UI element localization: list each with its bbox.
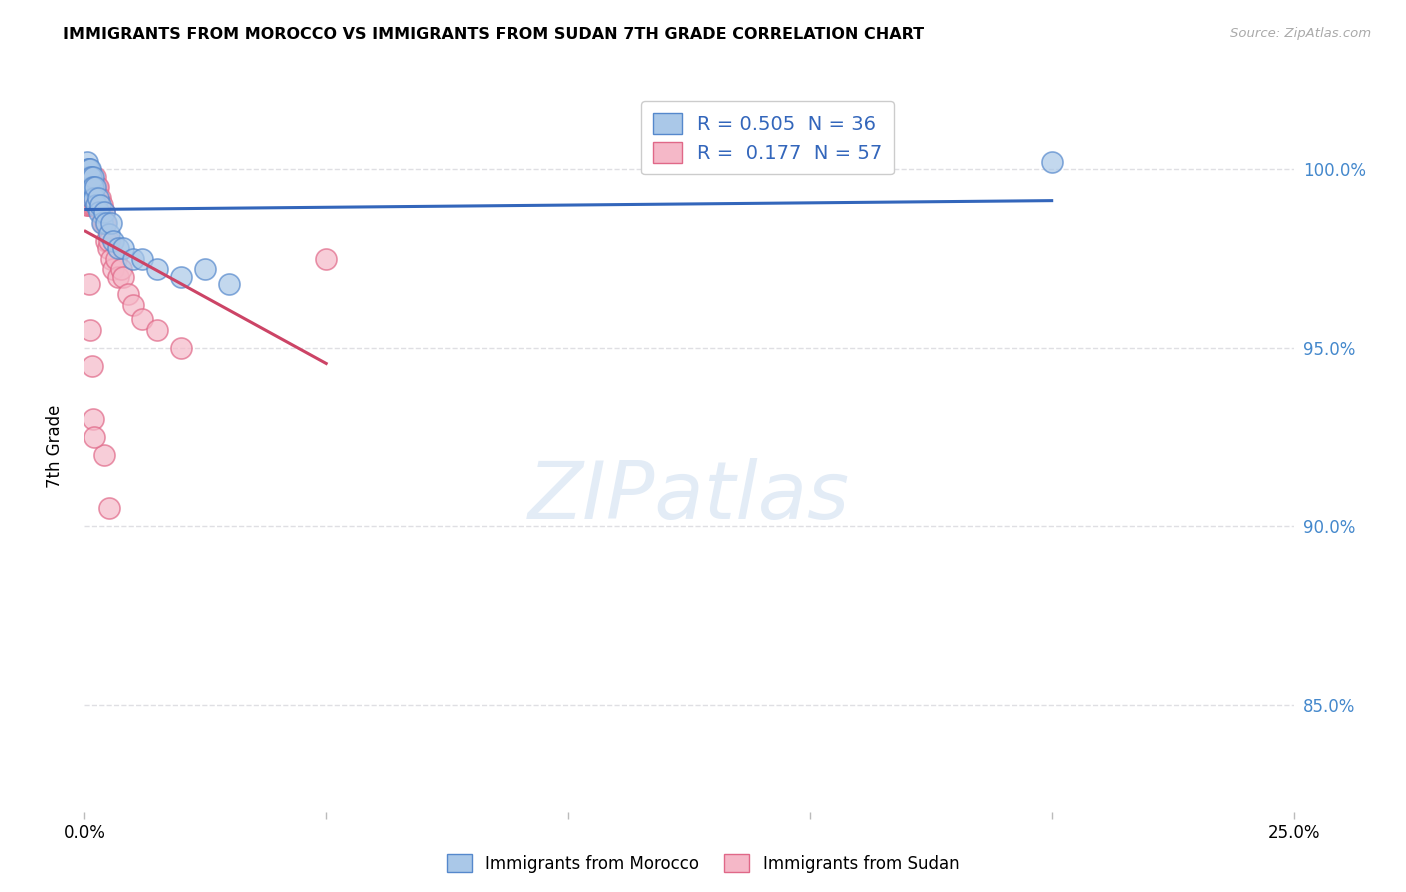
- Point: [77, 169, 100, 184]
- Point: [121, 252, 143, 266]
- Text: ZIPatlas: ZIPatlas: [527, 458, 851, 536]
- Legend: R = 0.505  N = 36, R =  0.177  N = 57: R = 0.505 N = 36, R = 0.177 N = 57: [641, 101, 894, 175]
- Point: [75, 169, 97, 184]
- Point: [87, 191, 110, 205]
- Point: [94, 234, 117, 248]
- Point: [79, 169, 101, 184]
- Point: [91, 216, 114, 230]
- Point: [79, 180, 101, 194]
- Point: [84, 180, 107, 194]
- Point: [76, 169, 98, 184]
- Point: [79, 323, 101, 337]
- Point: [117, 287, 139, 301]
- Point: [107, 241, 129, 255]
- Point: [84, 180, 107, 194]
- Point: [83, 191, 105, 205]
- Point: [77, 277, 100, 291]
- Point: [80, 169, 103, 184]
- Point: [93, 205, 115, 219]
- Point: [77, 180, 100, 194]
- Point: [97, 501, 120, 516]
- Point: [80, 180, 103, 194]
- Point: [104, 252, 127, 266]
- Point: [75, 169, 97, 184]
- Point: [82, 198, 104, 212]
- Point: [94, 216, 117, 230]
- Text: IMMIGRANTS FROM MOROCCO VS IMMIGRANTS FROM SUDAN 7TH GRADE CORRELATION CHART: IMMIGRANTS FROM MOROCCO VS IMMIGRANTS FR…: [63, 27, 924, 42]
- Point: [76, 180, 98, 194]
- Point: [170, 269, 193, 284]
- Point: [80, 180, 103, 194]
- Point: [218, 277, 240, 291]
- Y-axis label: 7th Grade: 7th Grade: [45, 404, 63, 488]
- Point: [84, 198, 107, 212]
- Point: [79, 169, 101, 184]
- Point: [103, 234, 125, 248]
- Point: [83, 169, 105, 184]
- Legend: Immigrants from Morocco, Immigrants from Sudan: Immigrants from Morocco, Immigrants from…: [440, 847, 966, 880]
- Point: [86, 198, 108, 212]
- Point: [112, 269, 135, 284]
- Point: [77, 191, 100, 205]
- Point: [84, 180, 107, 194]
- Point: [100, 216, 122, 230]
- Point: [131, 252, 153, 266]
- Point: [97, 234, 120, 248]
- Point: [97, 227, 120, 241]
- Point: [82, 191, 104, 205]
- Point: [76, 155, 98, 169]
- Point: [86, 191, 108, 205]
- Point: [87, 205, 110, 219]
- Point: [90, 216, 112, 230]
- Point: [194, 262, 217, 277]
- Point: [90, 205, 112, 219]
- Point: [146, 262, 169, 277]
- Point: [80, 191, 103, 205]
- Point: [315, 252, 337, 266]
- Point: [76, 180, 98, 194]
- Point: [93, 205, 115, 219]
- Point: [87, 198, 110, 212]
- Point: [131, 312, 153, 326]
- Point: [112, 241, 135, 255]
- Point: [79, 162, 101, 177]
- Point: [100, 252, 122, 266]
- Point: [82, 169, 104, 184]
- Point: [86, 198, 108, 212]
- Point: [83, 180, 105, 194]
- Point: [90, 198, 112, 212]
- Point: [77, 180, 100, 194]
- Point: [83, 430, 105, 444]
- Text: Source: ZipAtlas.com: Source: ZipAtlas.com: [1230, 27, 1371, 40]
- Point: [107, 269, 129, 284]
- Point: [77, 180, 100, 194]
- Point: [170, 341, 193, 355]
- Point: [103, 262, 125, 277]
- Point: [87, 180, 110, 194]
- Point: [75, 191, 97, 205]
- Point: [77, 162, 100, 177]
- Point: [77, 198, 100, 212]
- Point: [83, 191, 105, 205]
- Point: [79, 198, 101, 212]
- Point: [86, 180, 108, 194]
- Point: [97, 241, 120, 255]
- Point: [1040, 155, 1063, 169]
- Point: [110, 262, 132, 277]
- Point: [82, 180, 104, 194]
- Point: [82, 180, 104, 194]
- Point: [93, 216, 115, 230]
- Point: [82, 169, 104, 184]
- Point: [146, 323, 169, 337]
- Point: [79, 180, 101, 194]
- Point: [93, 448, 115, 462]
- Point: [89, 191, 111, 205]
- Point: [121, 298, 143, 312]
- Point: [89, 198, 111, 212]
- Point: [76, 162, 98, 177]
- Point: [76, 198, 98, 212]
- Point: [75, 180, 97, 194]
- Point: [82, 412, 104, 426]
- Point: [80, 359, 103, 373]
